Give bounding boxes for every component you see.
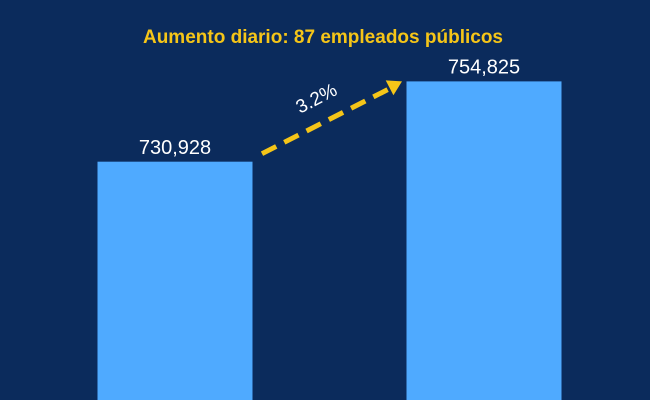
arrow-head <box>385 80 402 96</box>
value-label: 730,928 <box>139 137 211 159</box>
bar <box>406 81 562 400</box>
value-label: 754,825 <box>448 57 520 79</box>
chart-title: Aumento diario: 87 empleados públicos <box>143 27 503 48</box>
bar <box>97 161 253 400</box>
